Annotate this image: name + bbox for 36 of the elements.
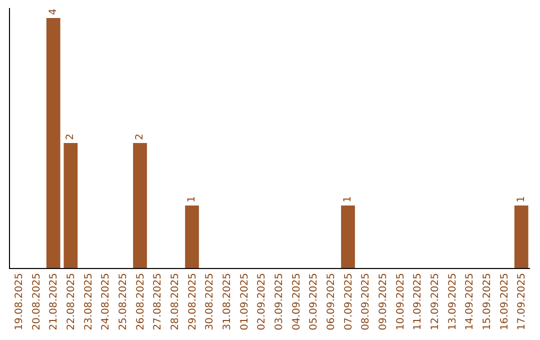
data-label: 4 (48, 8, 59, 15)
x-tick-label: 29.08.2025 (187, 273, 198, 330)
x-tick-label: 25.08.2025 (118, 273, 129, 330)
x-tick-label: 20.08.2025 (31, 273, 42, 330)
x-tick-label: 08.09.2025 (360, 273, 372, 330)
x-tick-label: 31.08.2025 (222, 273, 233, 330)
data-label: 1 (516, 196, 527, 202)
x-tick-label: 09.09.2025 (378, 273, 389, 330)
data-label: 2 (134, 134, 146, 140)
data-label: 1 (186, 196, 198, 202)
x-tick-label: 05.09.2025 (308, 273, 320, 330)
x-tick-label: 27.08.2025 (152, 273, 164, 330)
x-tick-label: 24.08.2025 (100, 273, 112, 330)
x-tick-label: 19.08.2025 (14, 273, 25, 330)
x-tick-label: 22.08.2025 (66, 273, 77, 330)
data-label: 1 (342, 196, 354, 202)
x-tick-label: 23.08.2025 (83, 273, 94, 330)
x-tick-label: 01.09.2025 (239, 273, 250, 330)
x-tick-label: 28.08.2025 (170, 273, 181, 330)
x-tick-label: 17.09.2025 (516, 273, 528, 330)
x-tick-label: 13.09.2025 (447, 273, 458, 330)
x-tick-label: 26.08.2025 (135, 273, 146, 330)
x-tick-label: 16.09.2025 (499, 273, 510, 330)
x-tick-label: 14.09.2025 (464, 273, 476, 330)
data-label: 2 (65, 134, 76, 140)
x-tick-label: 21.08.2025 (48, 273, 60, 330)
x-tick-label: 02.09.2025 (256, 273, 268, 330)
x-tick-label: 11.09.2025 (412, 273, 424, 330)
x-tick-label: 30.08.2025 (204, 273, 216, 330)
x-tick-label: 04.09.2025 (291, 273, 302, 330)
x-tick-label: 12.09.2025 (430, 273, 441, 330)
x-tick-label: 10.09.2025 (395, 273, 406, 330)
x-tick-label: 07.09.2025 (343, 273, 354, 330)
x-tick-label: 06.09.2025 (326, 273, 337, 330)
x-tick-label: 15.09.2025 (482, 273, 493, 330)
x-tick-label: 03.09.2025 (274, 273, 285, 330)
